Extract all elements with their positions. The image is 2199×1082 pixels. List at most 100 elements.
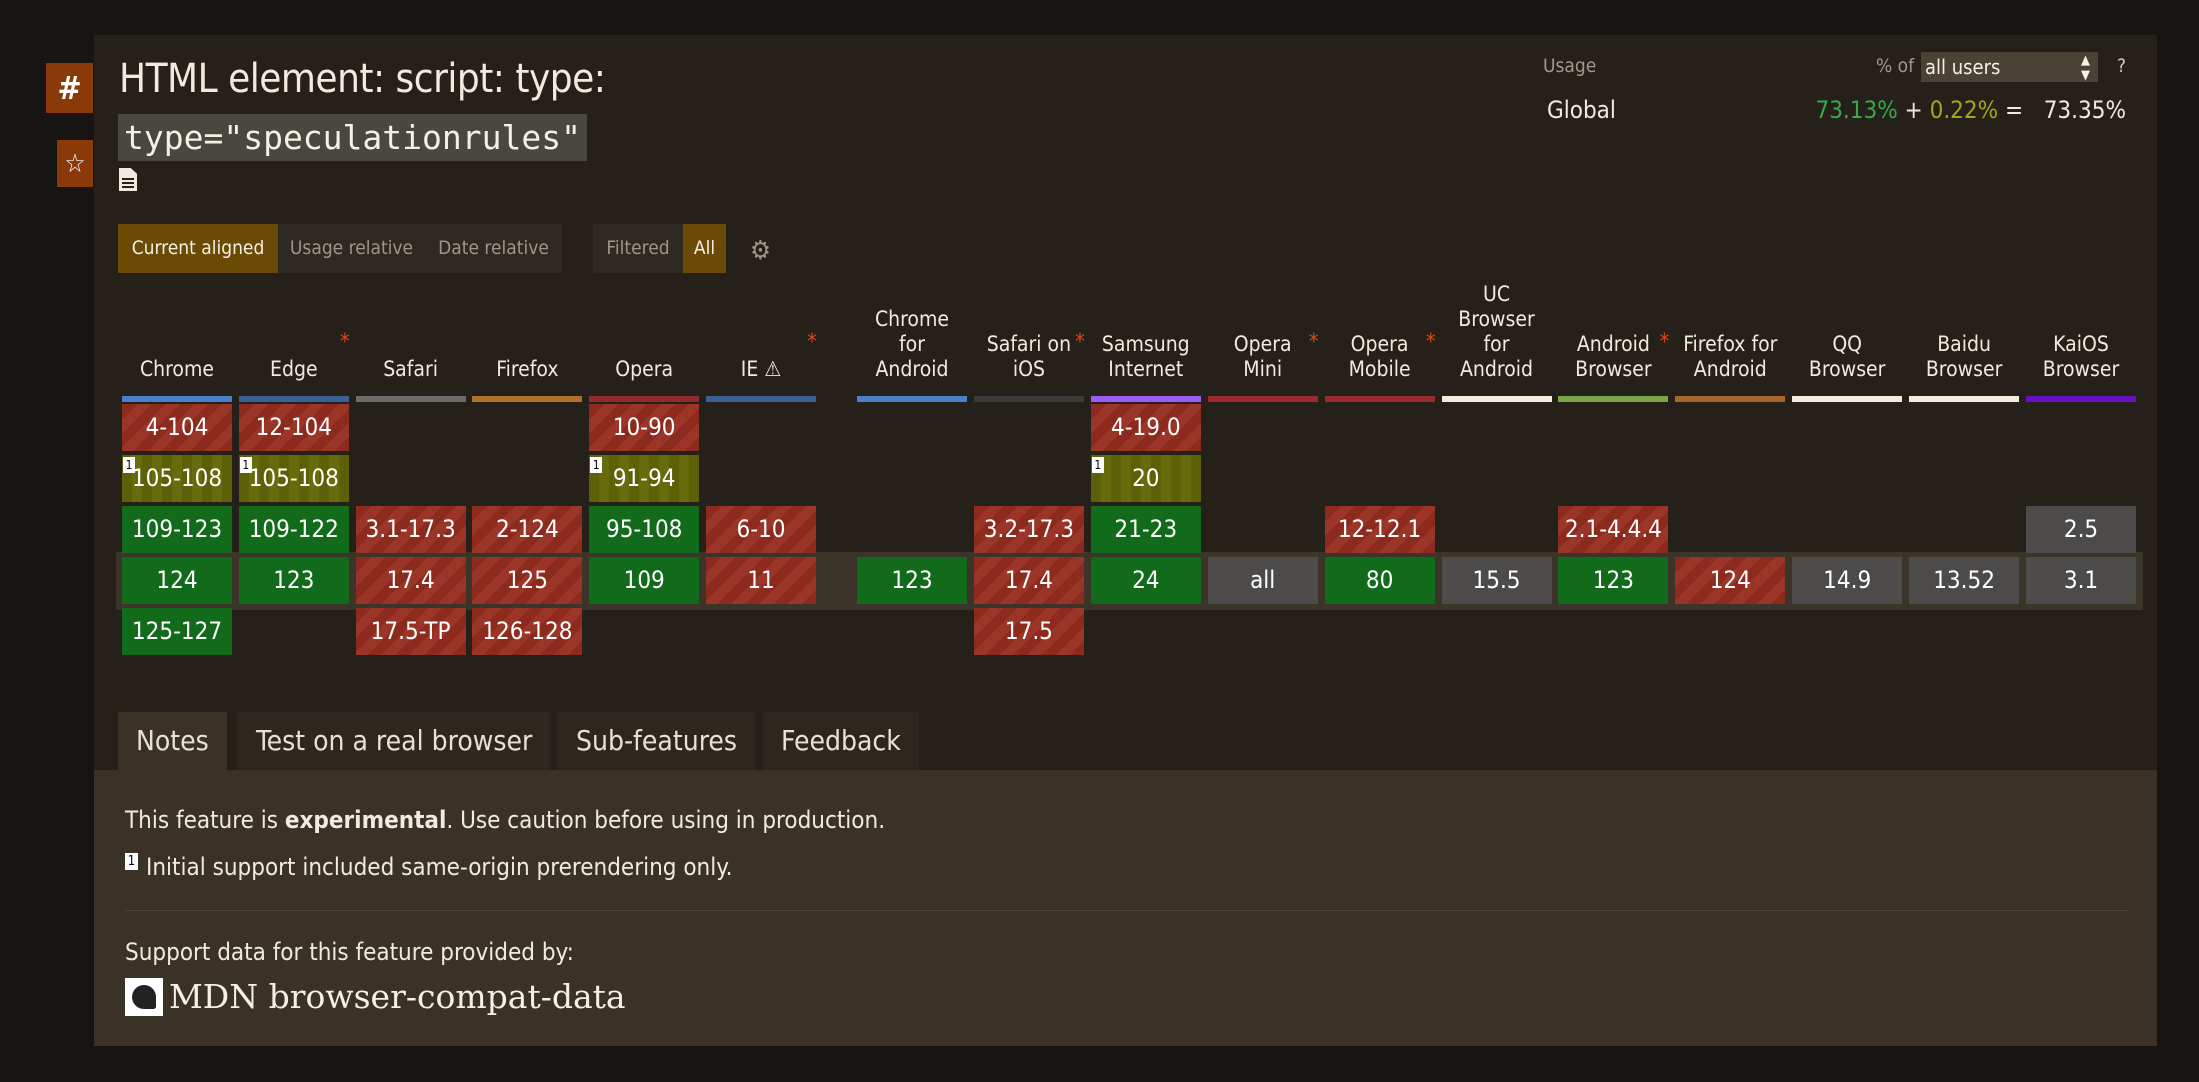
support-cell[interactable]: 17.4 [973, 557, 1084, 604]
support-data-label: Support data for this feature provided b… [125, 938, 574, 966]
tab-feedback[interactable]: Feedback [763, 712, 919, 770]
support-cell[interactable]: 80 [1324, 557, 1435, 604]
browser-color-bar [1207, 396, 1318, 402]
star-icon[interactable]: ☆ [57, 140, 93, 187]
note-badge: 1 [590, 457, 603, 473]
version-range: 21-23 [1114, 515, 1178, 543]
filtered-button[interactable]: Filtered [593, 224, 683, 273]
version-range: 105-108 [248, 464, 339, 492]
support-cell[interactable]: 3.1 [2026, 557, 2136, 604]
all-button[interactable]: All [683, 224, 726, 273]
version-range: 125 [506, 566, 548, 594]
browser-header-ie[interactable]: IE ⚠ * [703, 242, 819, 382]
browser-header-safari[interactable]: Safari [353, 242, 469, 382]
support-cell[interactable]: 21-23 [1090, 506, 1201, 553]
browser-header-samsung-internet[interactable]: Samsung Internet [1088, 242, 1204, 382]
support-cell[interactable]: 3.1-17.3 [355, 506, 466, 553]
support-cell[interactable]: 123 [1558, 557, 1669, 604]
support-cell[interactable]: 126-128 [472, 608, 583, 655]
browser-header-kaios-browser[interactable]: KaiOS Browser [2023, 242, 2139, 382]
note-badge: 1 [1091, 457, 1104, 473]
support-cell[interactable]: 109 [589, 557, 700, 604]
support-cell[interactable]: 11 [706, 557, 816, 604]
browser-name: Baidu Browser [1925, 332, 2003, 381]
gear-icon[interactable]: ⚙ [750, 236, 771, 266]
support-cell[interactable]: 124 [1675, 557, 1786, 604]
support-cell[interactable]: 4-104 [122, 404, 232, 451]
support-cell[interactable]: 2.1-4.4.4 [1558, 506, 1669, 553]
browser-header-opera-mobile[interactable]: Opera Mobile * [1322, 242, 1438, 382]
divider [125, 910, 2127, 911]
browser-color-bar [706, 396, 816, 402]
browser-color-bar [1792, 396, 1903, 402]
support-cell[interactable]: 14.9 [1792, 557, 1903, 604]
support-cell[interactable]: 109-123 [122, 506, 232, 553]
support-cell[interactable]: 2.5 [2026, 506, 2136, 553]
version-range: 14.9 [1823, 566, 1872, 594]
browser-color-bar [1090, 396, 1201, 402]
support-cell[interactable]: 13.52 [1909, 557, 2020, 604]
version-range: 80 [1365, 566, 1394, 594]
document-icon[interactable] [119, 168, 137, 191]
mdn-link[interactable]: MDN browser-compat-data [125, 977, 626, 1016]
support-cell[interactable]: 4-19.0 [1090, 404, 1201, 451]
version-range: 17.5-TP [370, 617, 451, 645]
support-cell[interactable]: 1 91-94 [589, 455, 700, 502]
usage-totals: 73.13% + 0.22% = 73.35% [1815, 96, 2126, 124]
support-cell[interactable]: 3.2-17.3 [973, 506, 1084, 553]
tab-notes[interactable]: Notes [118, 712, 227, 770]
browser-header-baidu-browser[interactable]: Baidu Browser [1906, 242, 2022, 382]
version-range: 17.4 [386, 566, 435, 594]
support-cell[interactable]: 1 105-108 [238, 455, 349, 502]
users-select[interactable]: all users ▲ ▼ [1921, 52, 2098, 83]
browser-color-bar [472, 396, 583, 402]
support-cell[interactable]: 10-90 [589, 404, 700, 451]
support-cell[interactable]: 15.5 [1441, 557, 1552, 604]
support-cell[interactable]: 17.5-TP [355, 608, 466, 655]
support-cell[interactable]: 2-124 [472, 506, 583, 553]
browser-header-chrome-for-android[interactable]: Chrome for Android [854, 242, 970, 382]
browser-name: Firefox for Android [1683, 332, 1778, 381]
support-cell[interactable]: 1 105-108 [122, 455, 232, 502]
support-cell[interactable]: 6-10 [706, 506, 816, 553]
asterisk-icon: * [1074, 330, 1085, 355]
date-relative-button[interactable]: Date relative [425, 224, 562, 273]
asterisk-icon: * [1425, 330, 1436, 355]
tab-test-on-real-browser[interactable]: Test on a real browser [238, 712, 551, 770]
browser-header-chrome[interactable]: Chrome [119, 242, 235, 382]
usage-relative-button[interactable]: Usage relative [278, 224, 425, 273]
browser-header-safari-on-ios[interactable]: Safari on iOS * [971, 242, 1087, 382]
support-cell[interactable]: 24 [1090, 557, 1201, 604]
permalink-hash-button[interactable]: # [46, 63, 93, 113]
support-cell[interactable]: 124 [122, 557, 232, 604]
browser-header-opera-mini[interactable]: Opera Mini * [1205, 242, 1321, 382]
support-cell[interactable]: 125-127 [122, 608, 232, 655]
browser-header-firefox[interactable]: Firefox [469, 242, 585, 382]
browser-color-bar [1558, 396, 1669, 402]
version-range: all [1250, 566, 1276, 594]
support-cell[interactable]: 17.4 [355, 557, 466, 604]
browser-header-qq-browser[interactable]: QQ Browser [1789, 242, 1905, 382]
support-cell[interactable]: 1 20 [1090, 455, 1201, 502]
browser-header-uc-browser-for-android[interactable]: UC Browser for Android [1439, 242, 1555, 382]
current-aligned-button[interactable]: Current aligned [118, 224, 278, 273]
browser-header-edge[interactable]: Edge * [236, 242, 352, 382]
tab-sub-features[interactable]: Sub-features [558, 712, 756, 770]
support-cell[interactable]: 95-108 [589, 506, 700, 553]
help-link[interactable]: ? [2117, 55, 2127, 77]
browser-header-firefox-for-android[interactable]: Firefox for Android [1672, 242, 1788, 382]
support-cell[interactable]: 12-12.1 [1324, 506, 1435, 553]
support-cell[interactable]: all [1207, 557, 1318, 604]
support-cell[interactable]: 125 [472, 557, 583, 604]
browser-color-bar [2026, 396, 2136, 402]
browser-header-android-browser[interactable]: Android Browser * [1555, 242, 1671, 382]
version-range: 15.5 [1472, 566, 1521, 594]
support-cell[interactable]: 17.5 [973, 608, 1084, 655]
version-range: 91-94 [612, 464, 676, 492]
support-cell[interactable]: 109-122 [238, 506, 349, 553]
support-cell[interactable]: 123 [238, 557, 349, 604]
support-cell[interactable]: 12-104 [238, 404, 349, 451]
browser-header-opera[interactable]: Opera [586, 242, 702, 382]
support-cell[interactable]: 123 [857, 557, 967, 604]
version-range: 17.4 [1004, 566, 1053, 594]
